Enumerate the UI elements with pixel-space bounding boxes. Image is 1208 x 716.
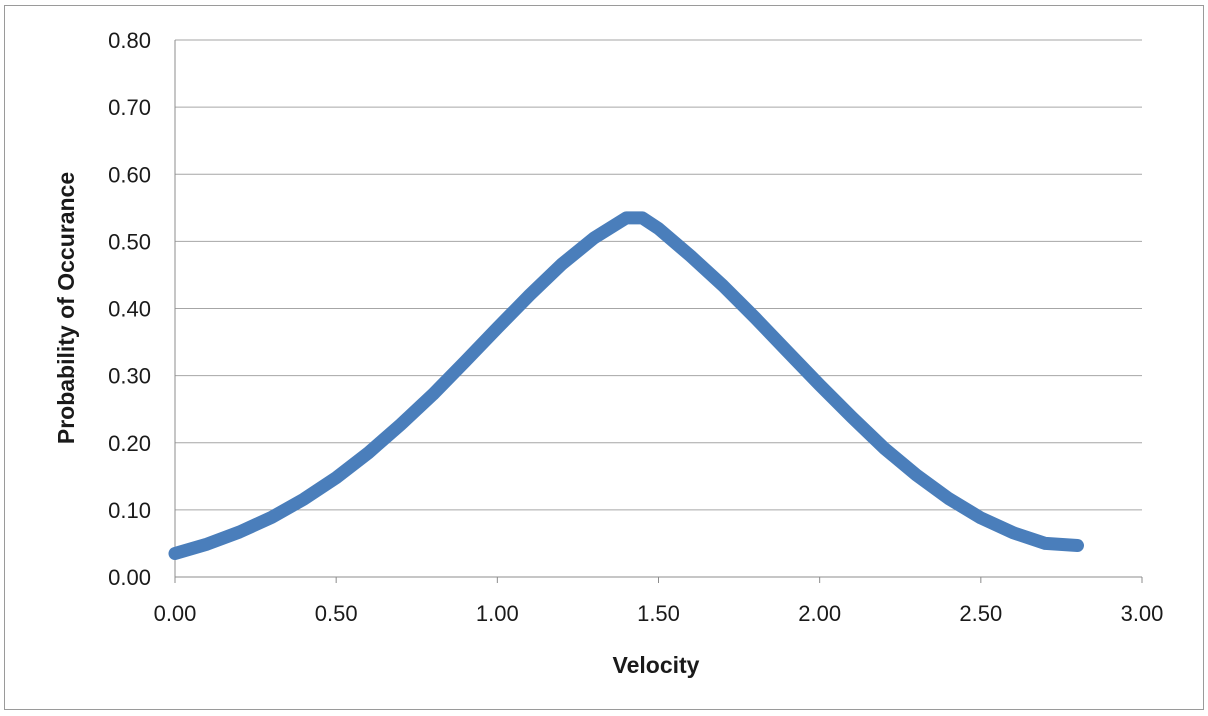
x-tick-label: 0.00 <box>154 601 197 626</box>
x-tick-label: 3.00 <box>1121 601 1164 626</box>
y-axis-label: Probability of Occurance <box>53 172 79 444</box>
y-tick-label: 0.40 <box>108 297 151 322</box>
x-axis-ticks: 0.00 0.50 1.00 1.50 2.00 2.50 3.00 <box>154 577 1164 626</box>
y-axis-ticks: 0.00 0.10 0.20 0.30 0.40 0.50 0.60 0.70 0.80 <box>108 28 151 590</box>
chart-frame <box>4 5 1204 710</box>
y-tick-label: 0.80 <box>108 28 151 53</box>
y-tick-label: 0.50 <box>108 229 151 254</box>
x-tick-label: 2.50 <box>959 601 1002 626</box>
x-tick-label: 1.00 <box>476 601 519 626</box>
y-tick-label: 0.10 <box>108 498 151 523</box>
x-tick-label: 1.50 <box>637 601 680 626</box>
y-tick-label: 0.20 <box>108 431 151 456</box>
series-line <box>168 211 1084 560</box>
y-tick-label: 0.00 <box>108 565 151 590</box>
gridlines <box>174 39 1142 578</box>
series-group <box>168 211 1084 560</box>
y-tick-label: 0.60 <box>108 162 151 187</box>
x-axis-label: Velocity <box>613 652 700 678</box>
y-tick-label: 0.70 <box>108 95 151 120</box>
x-tick-label: 0.50 <box>315 601 358 626</box>
y-tick-label: 0.30 <box>108 364 151 389</box>
x-tick-label: 2.00 <box>798 601 841 626</box>
